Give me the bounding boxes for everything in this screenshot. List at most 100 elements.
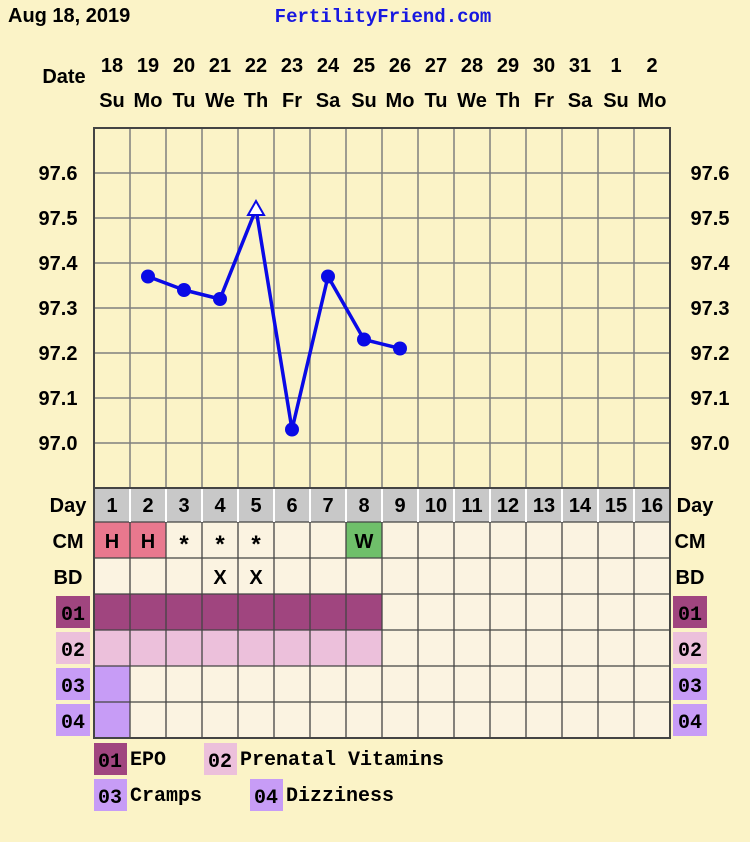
cm-cell-fill bbox=[94, 522, 130, 558]
legend-name-03: Cramps bbox=[130, 785, 202, 808]
cm-cell-fill bbox=[346, 522, 382, 558]
bd-value: X bbox=[249, 567, 263, 589]
y-tick-label-left: 97.1 bbox=[39, 388, 78, 410]
cycle-day-label-16: 16 bbox=[641, 495, 663, 517]
medication-code-left: 04 bbox=[61, 712, 85, 735]
date-label-27: 27 bbox=[425, 55, 447, 77]
cycle-day-label-8: 8 bbox=[358, 495, 369, 517]
legend-code-01: 01 bbox=[98, 751, 122, 774]
cycle-day-label-2: 2 bbox=[142, 495, 153, 517]
legend-code-03: 03 bbox=[98, 787, 122, 810]
weekday-label-13: Sa bbox=[568, 90, 593, 112]
y-tick-label-left: 97.0 bbox=[39, 433, 78, 455]
cycle-day-label-3: 3 bbox=[178, 495, 189, 517]
date-label-22: 22 bbox=[245, 55, 267, 77]
date-row-label: Date bbox=[42, 66, 85, 88]
weekday-label-7: Su bbox=[351, 90, 377, 112]
date-label-21: 21 bbox=[209, 55, 231, 77]
medication-badge-right-04 bbox=[673, 704, 707, 736]
weekday-label-1: Mo bbox=[134, 90, 163, 112]
date-label-19: 19 bbox=[137, 55, 159, 77]
cm-value: * bbox=[251, 531, 261, 558]
chart-border bbox=[93, 127, 671, 739]
cycle-day-label-6: 6 bbox=[286, 495, 297, 517]
y-tick-label-right: 97.4 bbox=[691, 253, 731, 275]
temperature-point-day-4 bbox=[213, 292, 227, 306]
cm-row-label-right: CM bbox=[674, 531, 705, 553]
weekday-label-5: Fr bbox=[282, 90, 302, 112]
temperature-point-day-9 bbox=[393, 341, 407, 356]
medication-code-right: 04 bbox=[678, 712, 702, 735]
weekday-label-8: Mo bbox=[386, 90, 415, 112]
weekday-label-2: Tu bbox=[173, 90, 196, 112]
y-tick-label-right: 97.1 bbox=[691, 388, 730, 410]
temperature-point-open-day-5 bbox=[246, 198, 266, 216]
medication-code-right: 03 bbox=[678, 676, 702, 699]
weekday-label-6: Sa bbox=[316, 90, 341, 112]
medication-badge-left-03 bbox=[56, 668, 90, 700]
weekday-label-12: Fr bbox=[534, 90, 554, 112]
cm-value: * bbox=[215, 531, 225, 558]
date-label-1: 1 bbox=[610, 55, 621, 77]
date-label-2: 2 bbox=[646, 55, 657, 77]
medication-badge-left-04 bbox=[56, 704, 90, 736]
medication-badge-left-01 bbox=[56, 596, 90, 628]
chart-date: Aug 18, 2019 bbox=[8, 5, 130, 27]
date-label-20: 20 bbox=[173, 55, 195, 77]
legend-swatch-01 bbox=[94, 743, 127, 775]
legend-code-04: 04 bbox=[254, 787, 278, 810]
day-row-label-left: Day bbox=[50, 495, 88, 517]
weekday-label-10: We bbox=[457, 90, 487, 112]
legend-swatch-04 bbox=[250, 779, 283, 811]
weekday-label-14: Su bbox=[603, 90, 629, 112]
cycle-day-label-1: 1 bbox=[106, 495, 117, 517]
weekday-label-11: Th bbox=[496, 90, 520, 112]
cm-value: H bbox=[141, 531, 155, 553]
weekday-label-9: Tu bbox=[425, 90, 448, 112]
bd-row-label-left: BD bbox=[54, 567, 83, 589]
date-label-24: 24 bbox=[317, 55, 340, 77]
bd-row-label-right: BD bbox=[676, 567, 705, 589]
cycle-day-label-13: 13 bbox=[533, 495, 555, 517]
legend-name-01: EPO bbox=[130, 749, 166, 772]
cycle-day-label-9: 9 bbox=[394, 495, 405, 517]
cycle-day-label-4: 4 bbox=[214, 495, 226, 517]
day-row-label-right: Day bbox=[677, 495, 715, 517]
y-tick-label-right: 97.2 bbox=[691, 343, 730, 365]
bd-value: X bbox=[213, 567, 227, 589]
y-tick-label-right: 97.0 bbox=[691, 433, 730, 455]
legend-swatch-02 bbox=[204, 743, 237, 775]
weekday-label-15: Mo bbox=[638, 90, 667, 112]
cm-cell-fill bbox=[130, 522, 166, 558]
cm-value: * bbox=[179, 531, 189, 558]
site-name[interactable]: FertilityFriend.com bbox=[275, 6, 492, 28]
cm-value: W bbox=[355, 531, 374, 553]
weekday-label-4: Th bbox=[244, 90, 268, 112]
temperature-point-day-6 bbox=[285, 422, 299, 437]
cycle-day-label-14: 14 bbox=[569, 495, 592, 517]
date-label-23: 23 bbox=[281, 55, 303, 77]
temperature-point-day-7 bbox=[321, 269, 335, 284]
cycle-day-label-7: 7 bbox=[322, 495, 333, 517]
date-label-18: 18 bbox=[101, 55, 123, 77]
cycle-day-label-5: 5 bbox=[250, 495, 261, 517]
cycle-day-label-12: 12 bbox=[497, 495, 519, 517]
cm-value: H bbox=[105, 531, 119, 553]
y-tick-label-left: 97.3 bbox=[39, 298, 78, 320]
medication-badge-right-03 bbox=[673, 668, 707, 700]
medication-code-right: 02 bbox=[678, 640, 702, 663]
temperature-point-day-3 bbox=[177, 283, 191, 297]
y-tick-label-right: 97.6 bbox=[691, 163, 730, 185]
temperature-point-day-8 bbox=[357, 332, 371, 347]
cm-row-label-left: CM bbox=[52, 531, 83, 553]
medication-badge-right-02 bbox=[673, 632, 707, 664]
medication-code-right: 01 bbox=[678, 604, 702, 627]
date-label-31: 31 bbox=[569, 55, 591, 77]
weekday-label-3: We bbox=[205, 90, 235, 112]
date-label-30: 30 bbox=[533, 55, 555, 77]
cycle-day-label-10: 10 bbox=[425, 495, 447, 517]
medication-code-left: 03 bbox=[61, 676, 85, 699]
legend-name-02: Prenatal Vitamins bbox=[240, 749, 444, 772]
y-tick-label-right: 97.3 bbox=[691, 298, 730, 320]
